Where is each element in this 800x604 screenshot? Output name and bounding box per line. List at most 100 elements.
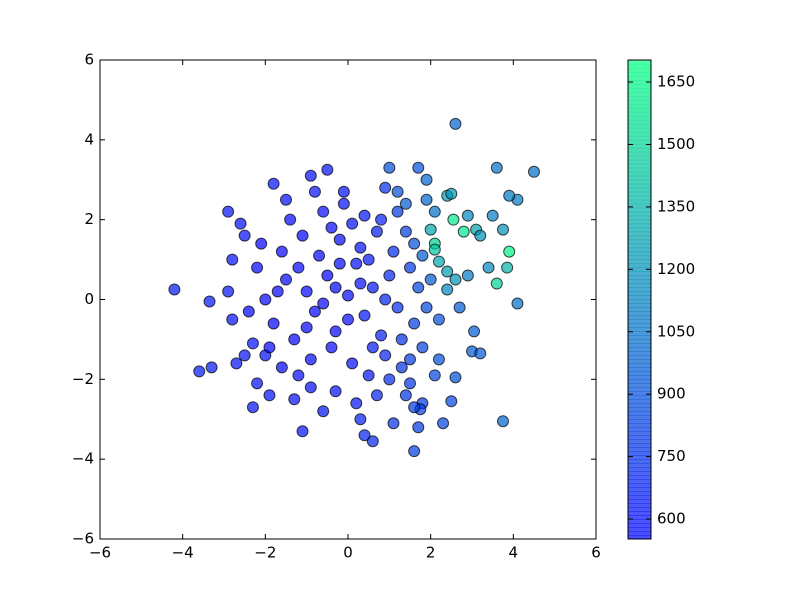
point (255, 237, 268, 250)
colorbar-strip (628, 319, 651, 324)
point (288, 393, 301, 406)
point (300, 285, 313, 298)
point (222, 285, 235, 298)
point (313, 249, 326, 262)
point (358, 309, 371, 322)
colorbar-strip (628, 419, 651, 424)
point (391, 205, 404, 218)
point (304, 353, 317, 366)
point (528, 165, 540, 178)
y-tick-label: 6 (84, 51, 94, 69)
colorbar-strip (628, 451, 651, 456)
colorbar-strip (628, 95, 651, 101)
colorbar-strip (628, 259, 651, 265)
point (350, 257, 363, 270)
point (366, 435, 379, 448)
point (486, 209, 499, 222)
colorbar-strip (628, 243, 651, 249)
colorbar-frame (627, 59, 652, 540)
colorbar-strip (628, 367, 651, 372)
point (203, 295, 216, 308)
point (317, 205, 330, 218)
colorbar-strip (628, 223, 651, 229)
colorbar-strip (628, 207, 651, 213)
point (271, 285, 284, 298)
point (461, 209, 474, 222)
colorbar-strip (628, 251, 651, 257)
point (395, 361, 408, 374)
point (358, 429, 371, 442)
colorbar-strip (628, 127, 651, 133)
point (501, 261, 514, 274)
point (408, 317, 421, 330)
point (399, 225, 412, 238)
point (308, 185, 321, 198)
colorbar-strip (628, 203, 651, 209)
point (238, 349, 251, 362)
point (468, 325, 481, 338)
point (424, 273, 437, 286)
colorbar-strip (628, 399, 651, 404)
colorbar-strip (628, 435, 651, 440)
point (275, 245, 288, 258)
point (412, 421, 425, 434)
x-tick-label: −2 (254, 544, 276, 562)
point (474, 347, 487, 360)
colorbar-tick-label: 1500 (657, 135, 695, 153)
point (457, 225, 470, 238)
point (379, 349, 392, 362)
point (441, 265, 454, 278)
point (333, 257, 346, 270)
colorbar-strip (628, 307, 651, 312)
colorbar-strip (628, 491, 651, 496)
point (358, 209, 371, 222)
colorbar-strip (628, 479, 651, 484)
point (420, 173, 433, 186)
colorbar-strip (628, 323, 651, 328)
point (379, 293, 392, 306)
colorbar-strip (628, 175, 651, 181)
point (280, 193, 292, 206)
point (383, 161, 396, 174)
point (263, 389, 276, 402)
colorbar-strip (628, 487, 651, 492)
point (490, 277, 503, 290)
colorbar-strip (628, 247, 651, 253)
point (329, 325, 342, 338)
point (408, 237, 421, 250)
colorbar-strip (628, 91, 651, 97)
point (238, 229, 251, 242)
colorbar-strip (628, 187, 651, 193)
point (329, 385, 342, 398)
point (329, 281, 342, 294)
colorbar-strip (628, 71, 651, 77)
colorbar-strip (628, 331, 651, 336)
point (445, 395, 458, 408)
point (383, 373, 396, 386)
colorbar-strip (628, 163, 651, 169)
x-tick-label: 6 (591, 544, 601, 562)
point (263, 341, 276, 354)
point (168, 283, 181, 296)
point (453, 301, 466, 314)
point (346, 357, 359, 370)
point (399, 389, 412, 402)
point (416, 341, 429, 354)
point (342, 313, 354, 326)
colorbar-strip (628, 359, 651, 364)
colorbar-strip (628, 199, 651, 205)
point (379, 181, 392, 194)
point (391, 185, 404, 198)
colorbar-strip (628, 255, 651, 261)
colorbar-strip (628, 415, 651, 420)
point (424, 223, 437, 236)
point (420, 301, 433, 314)
point (503, 245, 516, 258)
point (292, 369, 305, 382)
colorbar-strip (628, 335, 651, 340)
colorbar-strip (628, 511, 651, 516)
colorbar-strip (628, 279, 651, 285)
y-tick-label: −4 (72, 450, 94, 468)
point (284, 213, 297, 226)
point (387, 417, 400, 430)
